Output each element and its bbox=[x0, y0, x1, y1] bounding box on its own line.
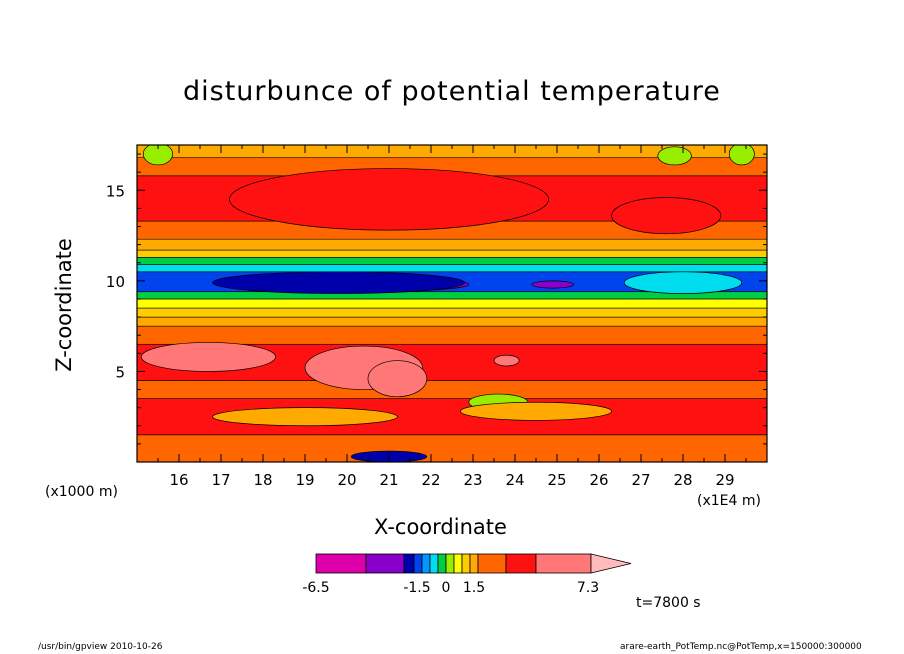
contour-band-0 bbox=[137, 434, 767, 462]
contour-feature-2 bbox=[367, 360, 428, 398]
y-axis-ticks: 5 10 15 bbox=[106, 153, 767, 445]
colorbar-segment bbox=[535, 553, 592, 574]
colorbar-arrow bbox=[590, 553, 632, 574]
contour-feature-13 bbox=[728, 145, 755, 166]
colorbar-segment bbox=[315, 553, 367, 574]
x-tick-label: 16 bbox=[169, 471, 188, 489]
y-tick-label: 15 bbox=[106, 182, 125, 200]
y-axis-unit: (x1000 m) bbox=[45, 484, 118, 500]
x-tick-label: 29 bbox=[715, 471, 734, 489]
colorbar-segment bbox=[429, 553, 439, 574]
contour-band-6 bbox=[137, 307, 767, 318]
colorbar: -6.5 -1.5 0 1.5 7.3 bbox=[302, 553, 632, 596]
x-tick-label: 21 bbox=[379, 471, 398, 489]
colorbar-label: -6.5 bbox=[302, 580, 329, 596]
contour-feature-7 bbox=[623, 271, 743, 294]
colorbar-segment bbox=[505, 553, 537, 574]
x-tick-label: 28 bbox=[673, 471, 692, 489]
colorbar-segment bbox=[403, 553, 415, 574]
contour-feature-11 bbox=[212, 407, 398, 427]
contour-band-7 bbox=[137, 298, 767, 309]
x-tick-label: 25 bbox=[547, 471, 566, 489]
contour-band-13 bbox=[137, 238, 767, 251]
colorbar-label: 0 bbox=[442, 580, 451, 596]
contour-feature-3 bbox=[493, 354, 520, 367]
footer-left: /usr/bin/gpview 2010-10-26 bbox=[38, 642, 163, 652]
footer-right: arare-earth_PotTemp.nc@PotTemp,x=150000:… bbox=[620, 642, 862, 652]
colorbar-label: 7.3 bbox=[577, 580, 599, 596]
colorbar-label: 1.5 bbox=[463, 580, 485, 596]
y-tick-label: 5 bbox=[115, 363, 125, 381]
contour-feature-14 bbox=[142, 145, 174, 166]
time-label: t=7800 s bbox=[636, 595, 701, 611]
colorbar-label: -1.5 bbox=[403, 580, 430, 596]
colorbar-segment bbox=[437, 553, 447, 574]
contour-band-10 bbox=[137, 264, 767, 273]
contour-feature-12 bbox=[460, 401, 612, 421]
x-tick-label: 24 bbox=[505, 471, 524, 489]
colorbar-segment bbox=[453, 553, 463, 574]
chart-title: disturbunce of potential temperature bbox=[183, 76, 721, 107]
contour-field bbox=[137, 145, 767, 462]
x-tick-label: 20 bbox=[337, 471, 356, 489]
contour-feature-15 bbox=[657, 146, 692, 166]
contour-feature-0 bbox=[140, 342, 276, 372]
y-axis-label: Z-coordinate bbox=[51, 238, 76, 372]
x-tick-label: 18 bbox=[253, 471, 272, 489]
contour-feature-5 bbox=[531, 280, 575, 289]
contour-band-4 bbox=[137, 325, 767, 345]
contour-feature-9 bbox=[611, 197, 722, 235]
contour-band-11 bbox=[137, 257, 767, 265]
contour-feature-8 bbox=[229, 168, 549, 231]
x-tick-label: 19 bbox=[295, 471, 314, 489]
colorbar-segment bbox=[421, 553, 431, 574]
x-axis-ticks: 16 17 18 19 20 21 22 23 24 25 26 27 28 29 bbox=[136, 145, 768, 489]
x-axis-unit: (x1E4 m) bbox=[697, 493, 761, 509]
x-tick-label: 22 bbox=[421, 471, 440, 489]
contour-band-12 bbox=[137, 249, 767, 258]
colorbar-segment bbox=[469, 553, 479, 574]
contour-feature-6 bbox=[212, 271, 465, 294]
colorbar-segment bbox=[445, 553, 455, 574]
colorbar-segment bbox=[365, 553, 405, 574]
x-tick-label: 17 bbox=[211, 471, 230, 489]
contour-band-5 bbox=[137, 316, 767, 327]
x-axis-label: X-coordinate bbox=[374, 515, 507, 539]
contour-band-17 bbox=[137, 145, 767, 158]
x-tick-label: 26 bbox=[589, 471, 608, 489]
colorbar-segment bbox=[477, 553, 507, 574]
y-tick-label: 10 bbox=[106, 273, 125, 291]
colorbar-segment bbox=[461, 553, 471, 574]
contour-band-2 bbox=[137, 380, 767, 399]
colorbar-segment bbox=[413, 553, 423, 574]
x-tick-label: 23 bbox=[463, 471, 482, 489]
x-tick-label: 27 bbox=[631, 471, 650, 489]
